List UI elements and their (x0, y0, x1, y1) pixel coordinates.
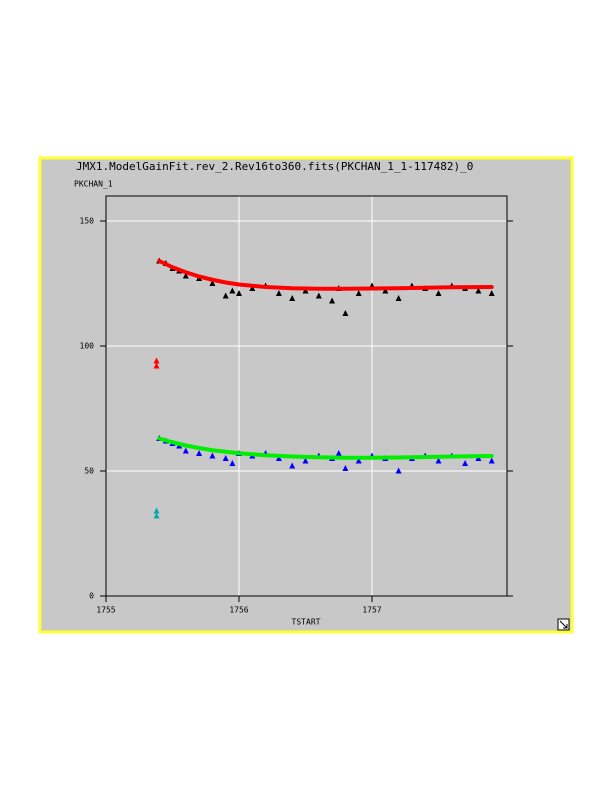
data-point (488, 290, 495, 296)
x-tick-label: 1756 (229, 606, 248, 615)
data-point (315, 292, 322, 299)
resize-icon[interactable] (557, 618, 570, 631)
data-point (335, 450, 342, 456)
data-point (153, 357, 160, 364)
data-point (222, 292, 229, 299)
data-point (435, 290, 442, 296)
data-point (275, 290, 282, 296)
data-point (395, 295, 402, 301)
data-point (222, 455, 229, 461)
data-point (435, 457, 442, 464)
data-point (249, 285, 256, 291)
data-point (153, 507, 160, 514)
data-point (395, 467, 402, 474)
data-point (302, 457, 309, 464)
data-point (342, 465, 349, 471)
data-point (462, 460, 469, 466)
data-point (196, 450, 203, 456)
data-point (275, 455, 282, 461)
y-tick-label: 50 (84, 467, 94, 476)
data-point (342, 310, 349, 316)
data-point (475, 287, 482, 294)
data-point (382, 287, 389, 294)
x-axis-label: TSTART (292, 618, 321, 627)
panel (38, 156, 574, 634)
data-point (153, 512, 160, 519)
data-point (229, 460, 236, 466)
data-point (182, 272, 189, 279)
data-point (355, 290, 362, 296)
plot-frame (105, 195, 508, 597)
data-point (289, 295, 296, 301)
data-point (229, 287, 236, 294)
data-point (329, 297, 336, 304)
resize-arrow (559, 620, 568, 629)
data-point (289, 462, 296, 469)
fit-line (157, 259, 494, 291)
fit-line (157, 436, 494, 460)
data-point (153, 362, 160, 369)
data-point (182, 447, 189, 454)
y-axis-label: PKCHAN_1 (74, 180, 113, 189)
data-point (355, 457, 362, 464)
data-point (488, 457, 495, 464)
data-point (236, 290, 243, 296)
x-tick-label: 1755 (96, 606, 115, 615)
axes: 0 50 100 150 1755 1756 1757 (80, 195, 513, 615)
chart-title: JMX1.ModelGainFit.rev_2.Rev16to360.fits(… (76, 160, 473, 173)
data-point (209, 452, 216, 459)
y-tick-label: 0 (89, 592, 94, 601)
data-point (209, 280, 216, 286)
marks (153, 257, 495, 519)
y-tick-label: 150 (80, 217, 95, 226)
x-tick-label: 1757 (362, 606, 381, 615)
y-tick-label: 100 (80, 342, 95, 351)
